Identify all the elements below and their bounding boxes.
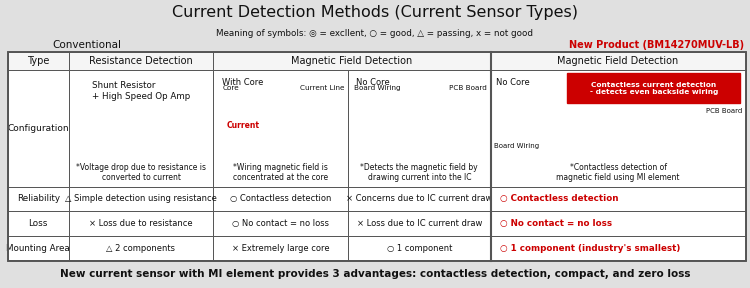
Text: Core: Core [223, 85, 239, 91]
Text: ○ Contactless detection: ○ Contactless detection [500, 194, 618, 203]
Text: Board Wiring: Board Wiring [494, 143, 539, 149]
Bar [69, 236, 213, 260]
Bar [69, 187, 213, 211]
Bar [490, 236, 746, 260]
Bar [69, 70, 213, 187]
Bar [213, 52, 490, 70]
Bar [490, 52, 746, 70]
Bar [348, 211, 490, 236]
Bar [567, 73, 740, 103]
Text: Board Wiring: Board Wiring [354, 85, 401, 91]
Text: ○ 1 component: ○ 1 component [386, 244, 452, 253]
Bar [348, 187, 490, 211]
Text: Shunt Resistor
+ High Speed Op Amp: Shunt Resistor + High Speed Op Amp [92, 81, 190, 101]
Text: ○ No contact = no loss: ○ No contact = no loss [500, 219, 612, 228]
Text: △ Simple detection using resistance: △ Simple detection using resistance [65, 194, 217, 203]
Text: Mounting Area: Mounting Area [6, 244, 70, 253]
Text: Current Line: Current Line [300, 85, 344, 91]
Text: ○ Contactless detection: ○ Contactless detection [230, 194, 332, 203]
Text: × Extremely large core: × Extremely large core [232, 244, 329, 253]
Bar [490, 70, 746, 187]
Bar [490, 211, 746, 236]
Bar [348, 70, 490, 187]
Text: ○ No contact = no loss: ○ No contact = no loss [232, 219, 329, 228]
Bar [213, 236, 348, 260]
Text: Conventional: Conventional [53, 40, 122, 50]
Text: *Voltage drop due to resistance is
converted to current: *Voltage drop due to resistance is conve… [76, 163, 206, 182]
Bar [8, 52, 746, 261]
Bar [69, 52, 213, 70]
Text: ○ 1 component (industry's smallest): ○ 1 component (industry's smallest) [500, 244, 680, 253]
Text: × Concerns due to IC current draw: × Concerns due to IC current draw [346, 194, 493, 203]
Text: New Product (BM14270MUV-LB): New Product (BM14270MUV-LB) [568, 40, 744, 50]
Text: × Loss due to IC current draw: × Loss due to IC current draw [356, 219, 482, 228]
Text: × Loss due to resistance: × Loss due to resistance [89, 219, 193, 228]
Text: Meaning of symbols: ◎ = excllent, ○ = good, △ = passing, x = not good: Meaning of symbols: ◎ = excllent, ○ = go… [217, 29, 533, 38]
Text: PCB Board: PCB Board [706, 107, 742, 113]
Bar [213, 70, 348, 187]
Bar [8, 187, 69, 211]
Bar [8, 70, 69, 187]
Text: Reliability: Reliability [16, 194, 60, 203]
Text: *Detects the magnetic field by
drawing current into the IC: *Detects the magnetic field by drawing c… [361, 163, 478, 182]
Text: Resistance Detection: Resistance Detection [89, 56, 193, 66]
Text: Magnetic Field Detection: Magnetic Field Detection [557, 56, 679, 66]
Bar [213, 211, 348, 236]
Text: Magnetic Field Detection: Magnetic Field Detection [291, 56, 412, 66]
Text: New current sensor with MI element provides 3 advantages: contactless detection,: New current sensor with MI element provi… [60, 269, 690, 279]
Text: Contactless current detection
- detects even backside wiring: Contactless current detection - detects … [590, 82, 718, 95]
Text: Configuration: Configuration [8, 124, 69, 132]
Text: PCB Board: PCB Board [448, 85, 487, 91]
Bar [8, 52, 69, 70]
Text: *Wiring magnetic field is
concentrated at the core: *Wiring magnetic field is concentrated a… [233, 163, 328, 182]
Bar [8, 236, 69, 260]
Text: *Contactless detection of
magnetic field using MI element: *Contactless detection of magnetic field… [556, 163, 680, 182]
Bar [69, 211, 213, 236]
Text: With Core: With Core [222, 78, 263, 87]
Bar [8, 52, 746, 261]
Text: Current Detection Methods (Current Sensor Types): Current Detection Methods (Current Senso… [172, 5, 578, 20]
Text: △ 2 components: △ 2 components [106, 244, 176, 253]
Bar [490, 187, 746, 211]
Text: No Core: No Core [496, 78, 530, 87]
Text: Loss: Loss [28, 219, 48, 228]
Bar [213, 187, 348, 211]
Bar [8, 211, 69, 236]
Text: Type: Type [27, 56, 50, 66]
Text: No Core: No Core [356, 78, 389, 87]
Text: Current: Current [226, 121, 260, 130]
Bar [348, 236, 490, 260]
